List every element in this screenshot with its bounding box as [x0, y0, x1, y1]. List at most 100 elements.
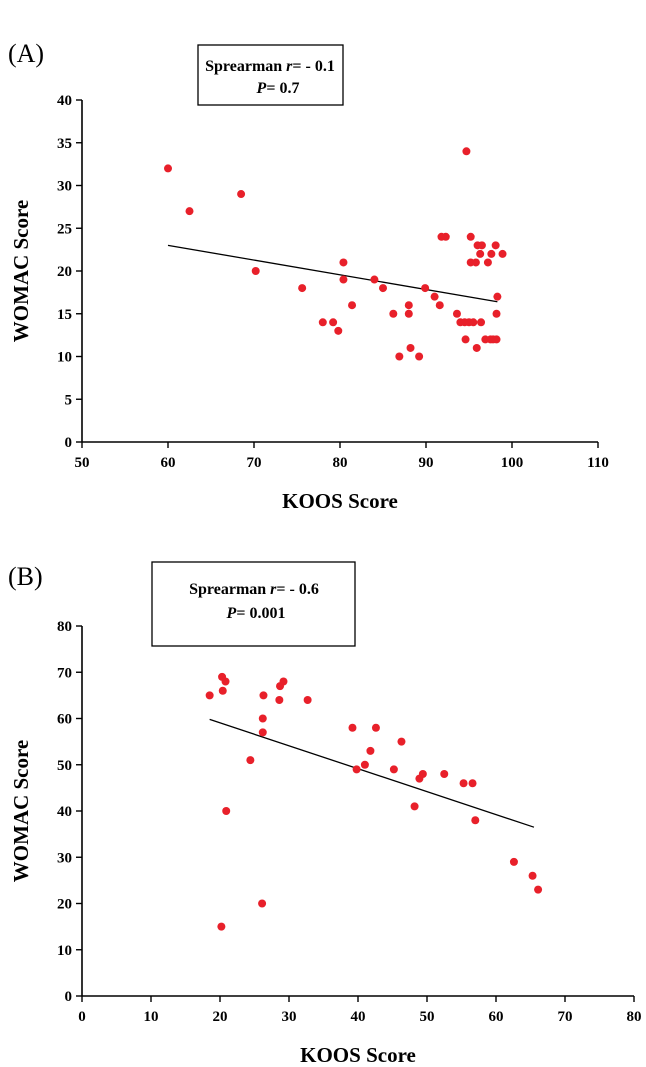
- panel-a-data-point: [237, 190, 246, 199]
- panel-b-y-tick-label: 50: [57, 758, 72, 774]
- panel-b-x-tick-label: 20: [213, 1009, 228, 1025]
- panel-b-data-point: [528, 871, 537, 880]
- panel-a-data-point: [339, 275, 348, 284]
- panel-a-data-point: [298, 284, 307, 293]
- panel-b-stats-p: P= 0.001: [226, 605, 286, 622]
- panel-a-data-point: [415, 352, 424, 361]
- panel-a-x-tick-label: 110: [587, 455, 609, 471]
- panel-b-y-axis-title: WOMAC Score: [9, 740, 33, 883]
- panel-a-data-point: [404, 301, 413, 310]
- panel-b-x-tick-label: 50: [420, 1009, 435, 1025]
- panel-a-y-tick-label: 5: [65, 392, 73, 408]
- panel-b-data-point: [389, 765, 398, 774]
- panel-b-y-tick-label: 80: [57, 619, 72, 635]
- panel-b-data-point: [259, 691, 268, 700]
- panel-a-data-point: [492, 309, 501, 318]
- panel-b-data-point: [258, 714, 267, 723]
- panel-b-y-tick-label: 20: [57, 897, 72, 913]
- panel-a-data-point: [329, 318, 338, 327]
- panel-a-data-point: [318, 318, 327, 327]
- panel-a-data-point: [493, 292, 502, 301]
- panel-a-stats-r: Sprearman r= - 0.1: [205, 58, 335, 75]
- panel-a-data-point: [334, 326, 343, 335]
- panel-b-data-point: [218, 686, 227, 695]
- panel-b-data-point: [509, 857, 518, 866]
- panel-a-data-point: [491, 241, 500, 250]
- panel-b-y-tick-label: 0: [65, 989, 73, 1005]
- panel-b-x-tick-label: 0: [78, 1009, 86, 1025]
- panel-a-y-tick-label: 25: [57, 221, 72, 237]
- panel-a-data-point: [339, 258, 348, 267]
- panel-a-data-point: [370, 275, 379, 284]
- panel-a-data-point: [466, 232, 475, 241]
- panel-a-data-point: [476, 249, 485, 258]
- panel-a-data-point: [492, 335, 501, 344]
- panel-b-data-point: [352, 765, 361, 774]
- panel-a-label: (A): [8, 39, 44, 68]
- panel-b-data-point: [222, 807, 231, 815]
- panel-a-data-point: [477, 318, 486, 327]
- panel-a: (A) Sprearman r= - 0.1 P= 0.7 0 5 10 15 20 25…: [8, 39, 609, 513]
- panel-b-data-point: [371, 723, 380, 732]
- panel-b-data-point: [205, 691, 214, 700]
- panel-b-data-point: [459, 779, 468, 788]
- panel-b-data-point: [366, 746, 375, 755]
- panel-a-stats-box: [197, 44, 344, 106]
- panel-b-data-point: [410, 802, 419, 811]
- panel-b-data-point: [418, 770, 427, 778]
- panel-a-y-tick-label: 0: [65, 435, 73, 451]
- panel-a-trend-line: [167, 244, 498, 303]
- panel-b-stats-box: [151, 561, 356, 647]
- panel-a-data-point: [379, 284, 387, 293]
- panel-a-data-point: [477, 241, 486, 250]
- panel-b-data-point: [246, 756, 255, 765]
- panel-a-data-point: [471, 258, 480, 267]
- panel-b-stats-r: Sprearman r= - 0.6: [189, 581, 319, 598]
- panel-b-data-point: [468, 779, 477, 788]
- panel-a-y-tick-label: 10: [57, 350, 72, 366]
- panel-a-data-point: [348, 301, 357, 310]
- panel-b-x-tick-label: 10: [144, 1009, 159, 1025]
- panel-a-x-tick-label: 100: [501, 455, 524, 471]
- panel-b-y-tick-label: 70: [57, 665, 72, 681]
- panel-b-y-tick-label: 60: [57, 712, 72, 728]
- panel-a-data-point: [395, 352, 404, 361]
- panel-a-data-point: [441, 232, 450, 241]
- panel-a-plot: 0 5 10 15 20 25 30 35 40 50 60 70 80 90 100 110 KOOS Sco…: [9, 93, 609, 513]
- panel-b-x-tick-label: 70: [558, 1009, 573, 1025]
- panel-a-x-tick-label: 50: [75, 455, 90, 471]
- panel-b-x-tick-label: 60: [489, 1009, 504, 1025]
- panel-a-x-tick-label: 80: [333, 455, 348, 471]
- panel-a-x-tick-label: 70: [247, 455, 262, 471]
- panel-a-y-tick-label: 40: [57, 93, 72, 109]
- panel-a-data-point: [421, 284, 430, 293]
- panel-a-data-point: [483, 258, 492, 267]
- panel-a-data-point: [435, 301, 444, 310]
- panel-a-y-tick-label: 30: [57, 179, 72, 195]
- panel-b-data-point: [534, 885, 543, 894]
- panel-b-data-point: [275, 696, 284, 704]
- panel-b-y-tick-label: 40: [57, 804, 72, 820]
- panel-b-label: (B): [8, 562, 43, 591]
- panel-a-y-tick-label: 20: [57, 264, 72, 280]
- panel-b-data-point: [221, 677, 230, 686]
- panel-a-y-tick-label: 15: [57, 307, 72, 323]
- panel-b-data-point: [348, 723, 357, 732]
- panel-a-data-point: [251, 267, 260, 275]
- panel-a-data-point: [469, 318, 478, 327]
- panel-b-data-point: [397, 737, 406, 746]
- panel-b-data-point: [440, 770, 449, 778]
- panel-a-x-axis-title: KOOS Score: [282, 489, 398, 513]
- panel-b-x-tick-label: 40: [351, 1009, 366, 1025]
- panel-b-trend-line: [209, 718, 535, 828]
- panel-a-stats-p: P= 0.7: [256, 80, 300, 97]
- panel-b-data-point: [471, 816, 480, 825]
- panel-b-data-point: [217, 922, 226, 931]
- panel-a-data-point: [487, 249, 496, 258]
- panel-a-x-tick-label: 90: [419, 455, 434, 471]
- panel-a-data-point: [389, 309, 398, 318]
- panel-b-data-point: [303, 696, 312, 704]
- panel-b-x-tick-label: 80: [627, 1009, 642, 1025]
- panel-a-y-tick-label: 35: [57, 136, 72, 152]
- panel-a-data-point: [472, 343, 481, 352]
